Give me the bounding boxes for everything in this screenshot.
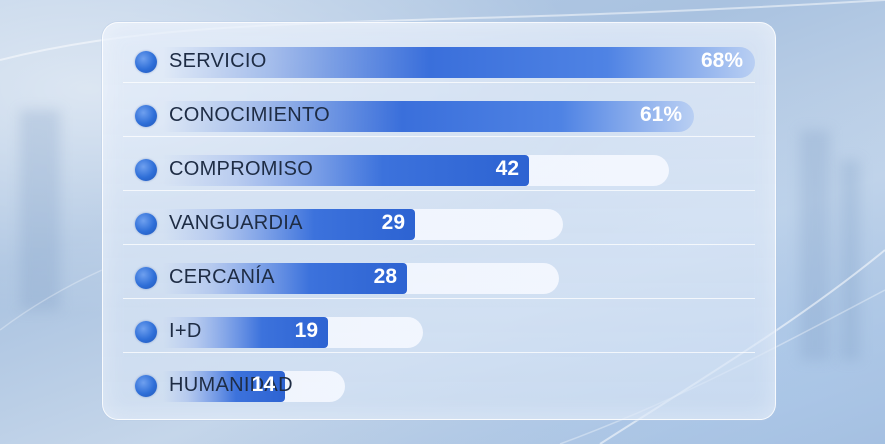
- category-label: I+D: [169, 320, 202, 342]
- bullet-marker: [135, 159, 157, 181]
- bar: [163, 101, 694, 132]
- category-label: SERVICIO: [169, 50, 267, 72]
- bullet-marker: [135, 267, 157, 289]
- bullet-marker: [135, 375, 157, 397]
- bar-row: SERVICIO 68%: [103, 29, 775, 83]
- row-divider: [123, 352, 755, 353]
- category-label: CERCANÍA: [169, 266, 275, 288]
- bar-row: HUMANIDAD 14: [103, 353, 775, 407]
- category-label: CONOCIMIENTO: [169, 104, 331, 126]
- data-label: 68%: [700, 49, 743, 72]
- data-label: 29: [381, 211, 405, 234]
- row-divider: [123, 82, 755, 83]
- bar: [163, 317, 328, 348]
- bar: [163, 155, 529, 186]
- category-label: HUMANIDAD: [169, 374, 293, 396]
- bar-row: I+D 19: [103, 299, 775, 353]
- bullet-marker: [135, 213, 157, 235]
- bar-row: VANGUARDIA 29: [103, 191, 775, 245]
- row-divider: [123, 190, 755, 191]
- data-label: 42: [495, 157, 519, 180]
- data-label: 19: [294, 319, 318, 342]
- bar: [163, 209, 415, 240]
- bullet-marker: [135, 51, 157, 73]
- bullet-marker: [135, 321, 157, 343]
- bar-row: CONOCIMIENTO 61%: [103, 83, 775, 137]
- bar: [163, 47, 755, 78]
- row-divider: [123, 298, 755, 299]
- row-divider: [123, 244, 755, 245]
- bullet-marker: [135, 105, 157, 127]
- data-label: 61%: [639, 103, 682, 126]
- chart-panel: SERVICIO 68% CONOCIMIENTO 61% COMPROMISO 42 VA…: [102, 22, 776, 420]
- bar: [163, 263, 407, 294]
- data-label: 28: [373, 265, 397, 288]
- row-divider: [123, 136, 755, 137]
- bar-row: CERCANÍA 28: [103, 245, 775, 299]
- bar-row: COMPROMISO 42: [103, 137, 775, 191]
- bar: [163, 371, 285, 402]
- category-label: COMPROMISO: [169, 158, 314, 180]
- data-label: 14: [251, 373, 275, 396]
- category-label: VANGUARDIA: [169, 212, 303, 234]
